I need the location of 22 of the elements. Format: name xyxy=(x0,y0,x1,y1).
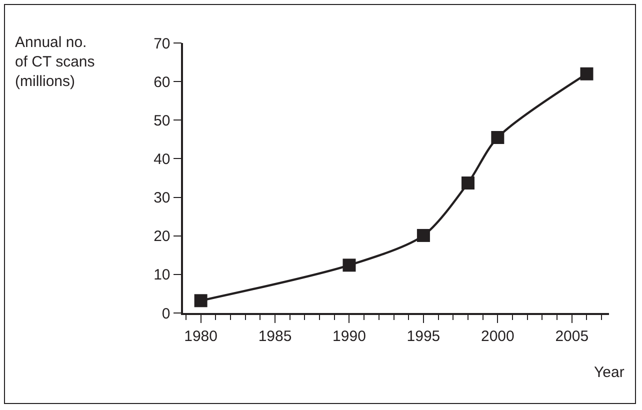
x-tick-label: 1985 xyxy=(258,328,292,345)
x-tick-label: 2005 xyxy=(555,328,589,345)
y-axis-title: Annual no. of CT scans (millions) xyxy=(15,34,95,90)
x-tick-label: 2000 xyxy=(480,328,514,345)
point xyxy=(580,67,594,80)
point xyxy=(461,176,474,190)
y-tick-label: 50 xyxy=(154,112,170,130)
x-tick-label: 1980 xyxy=(184,328,218,345)
y-tick-label: 60 xyxy=(154,74,170,91)
y-tick-label: 0 xyxy=(162,305,170,322)
y-tick-label: 10 xyxy=(154,266,170,284)
y-tick-label: 70 xyxy=(154,35,170,52)
point xyxy=(342,258,356,272)
x-axis-title: Year xyxy=(594,364,624,381)
y-tick-label: 20 xyxy=(154,228,170,246)
y-tick-label: 40 xyxy=(154,150,170,168)
point xyxy=(416,228,430,242)
x-tick-label: 1995 xyxy=(406,328,440,345)
y-tick-label: 30 xyxy=(154,190,170,207)
point xyxy=(491,131,504,144)
point xyxy=(194,294,208,308)
x-tick-label: 1990 xyxy=(332,328,366,345)
